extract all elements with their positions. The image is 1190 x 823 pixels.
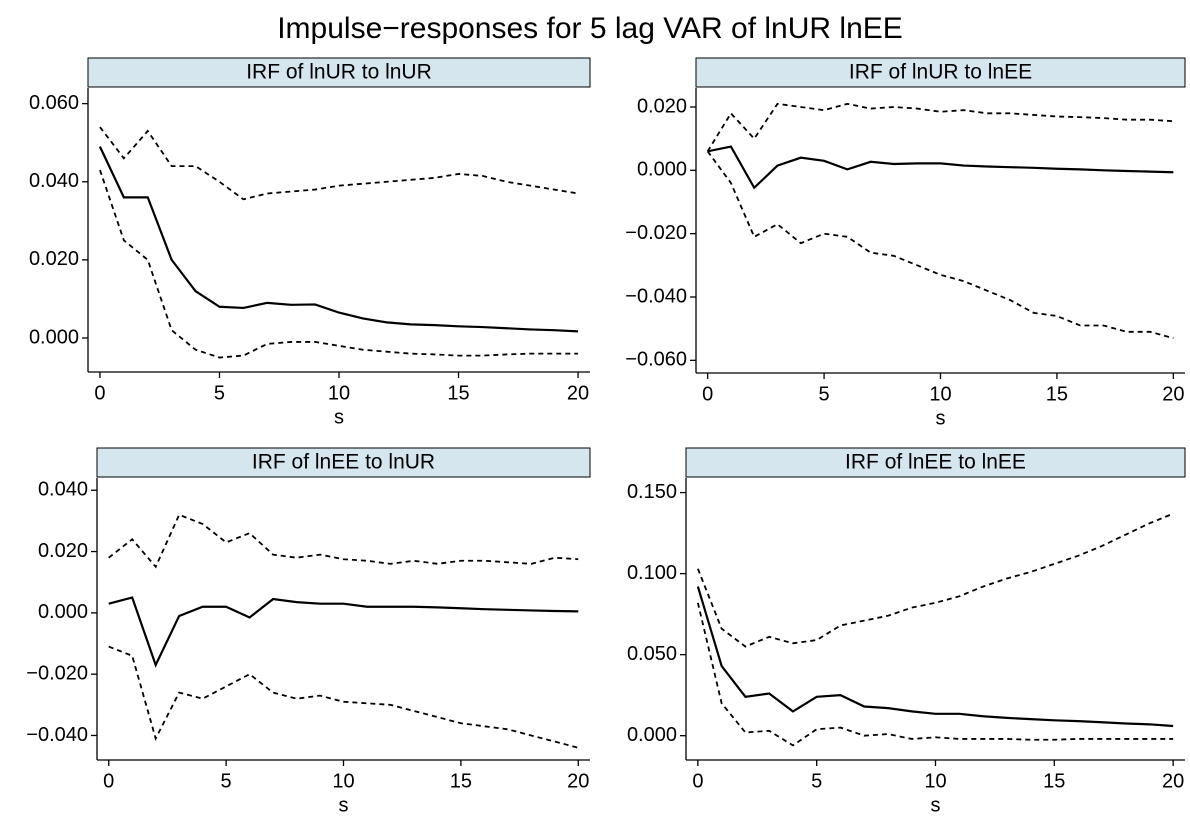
y-tick-label: −0.020 (26, 662, 88, 684)
x-tick-label: 15 (1043, 770, 1065, 792)
panel-title: IRF of lnEE to lnEE (845, 451, 1026, 474)
y-tick-label: 0.000 (637, 159, 687, 181)
x-tick-label: 5 (214, 382, 225, 404)
y-tick-label: −0.020 (625, 222, 687, 244)
y-tick-label: 0.040 (29, 170, 79, 192)
panel-header (695, 57, 1186, 88)
irf-line (706, 150, 1174, 340)
x-tick-label: 15 (447, 382, 469, 404)
irf-line (108, 645, 579, 749)
panel-header (87, 57, 591, 88)
x-tick-label: 10 (924, 770, 946, 792)
y-tick-label: 0.100 (627, 562, 677, 584)
x-axis-label: s (936, 407, 946, 429)
x-tick-label: 10 (929, 383, 951, 405)
x-tick-label: 15 (1046, 383, 1068, 405)
x-tick-label: 5 (221, 770, 232, 792)
panel-header (685, 447, 1186, 478)
y-tick-label: −0.040 (26, 724, 88, 746)
x-tick-label: 10 (328, 382, 350, 404)
y-tick-label: 0.020 (29, 248, 79, 270)
panel-header (96, 447, 591, 478)
y-tick-label: 0.020 (38, 540, 88, 562)
x-axis-label: s (931, 794, 941, 816)
irf-line (706, 102, 1174, 152)
irf-line (99, 126, 579, 201)
irf-line (98, 146, 579, 333)
y-tick-label: 0.000 (29, 326, 79, 348)
x-tick-label: 0 (94, 382, 105, 404)
irf-line (108, 596, 579, 668)
y-tick-label: 0.000 (38, 601, 88, 623)
y-tick-label: −0.040 (625, 285, 687, 307)
x-tick-label: 15 (450, 770, 472, 792)
y-tick-label: 0.000 (627, 724, 677, 746)
y-tick-label: 0.050 (627, 643, 677, 665)
y-tick-label: 0.060 (29, 92, 79, 114)
x-axis-label: s (334, 406, 344, 428)
x-tick-label: 0 (692, 770, 703, 792)
panel-title: IRF of lnEE to lnUR (252, 451, 435, 474)
x-tick-label: 20 (567, 382, 589, 404)
y-tick-label: 0.150 (627, 481, 677, 503)
x-tick-label: 20 (1162, 383, 1184, 405)
figure-title: Impulse−responses for 5 lag VAR of lnUR … (277, 12, 903, 45)
y-tick-label: 0.020 (637, 95, 687, 117)
irf-line (108, 513, 579, 569)
panel-title: IRF of lnUR to lnUR (246, 61, 432, 84)
irf-line (707, 145, 1174, 190)
irf-line (696, 586, 1174, 728)
x-tick-label: 5 (819, 383, 830, 405)
x-tick-label: 0 (702, 383, 713, 405)
panel-title: IRF of lnUR to lnEE (849, 61, 1032, 84)
x-tick-label: 20 (1162, 770, 1184, 792)
irf-line (697, 512, 1174, 648)
y-tick-label: −0.060 (625, 349, 687, 371)
x-tick-label: 5 (811, 770, 822, 792)
x-tick-label: 10 (332, 770, 354, 792)
x-tick-label: 20 (567, 770, 589, 792)
y-tick-label: 0.040 (38, 479, 88, 501)
irf-line (99, 169, 579, 359)
irf-line (697, 602, 1174, 747)
x-axis-label: s (339, 794, 349, 816)
x-tick-label: 0 (103, 770, 114, 792)
